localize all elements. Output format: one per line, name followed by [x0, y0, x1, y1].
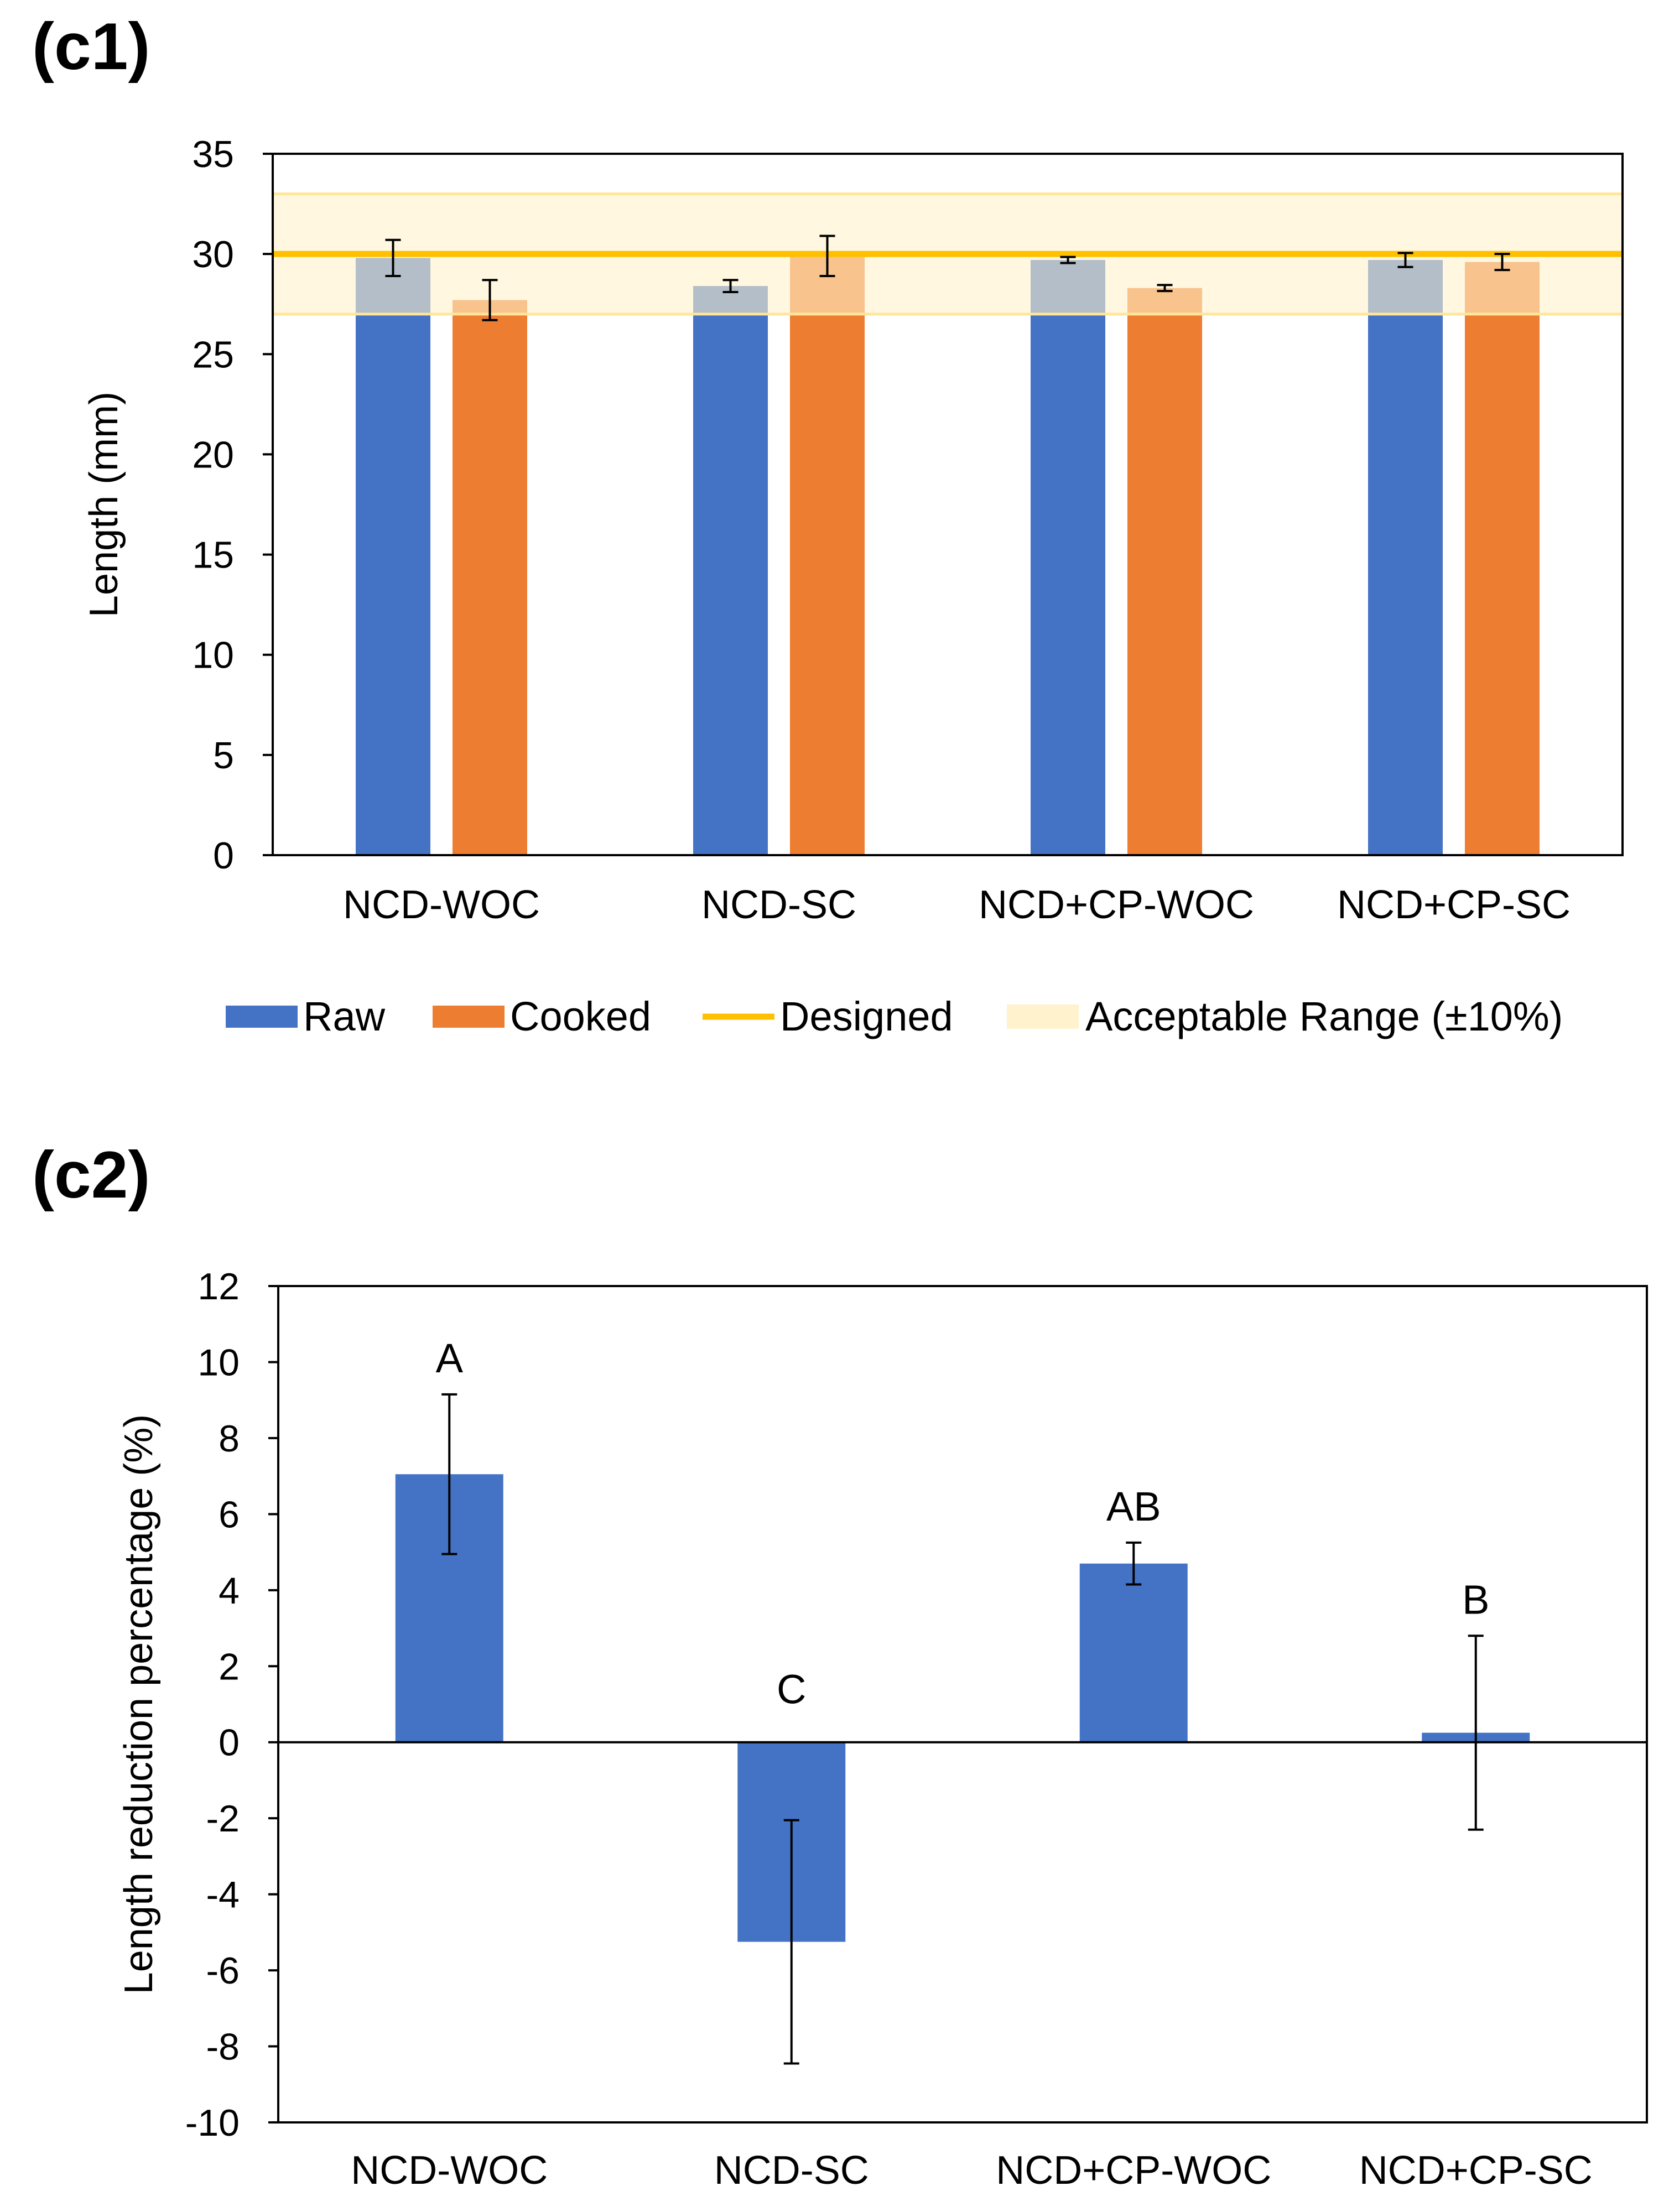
- y-tick-label-c1: 0: [213, 835, 234, 877]
- y-tick-label-c2: -6: [206, 1950, 240, 1992]
- x-tick-label-c2: NCD+CP-WOC: [996, 2148, 1271, 2193]
- bar-cooked-4: [1465, 262, 1540, 855]
- y-tick-label-c1: 35: [192, 133, 234, 175]
- y-tick-label-c2: -2: [206, 1798, 240, 1840]
- plot-frame-c2: [277, 1285, 1648, 2123]
- y-tick-label-c2: 2: [219, 1646, 240, 1688]
- y-tick-label-c1: 25: [192, 334, 234, 376]
- y-tick-label-c2: 10: [197, 1341, 240, 1383]
- y-tick-label-c2: 4: [219, 1570, 240, 1612]
- bar-cooked-3: [1127, 288, 1202, 855]
- legend-label-cooked: Cooked: [510, 993, 651, 1039]
- legend-swatch-acceptable-range: [1007, 1004, 1079, 1029]
- y-axis-label-c2: Length reduction percentage (%): [117, 1414, 161, 1995]
- bar-raw-1: [356, 258, 430, 856]
- y-tick-label-c1: 20: [192, 434, 234, 476]
- y-tick-label-c1: 5: [213, 735, 234, 777]
- legend-label-raw: Raw: [303, 993, 386, 1039]
- panel-label-c1: (c1): [32, 9, 150, 84]
- bar-length-reduction-3: [1079, 1563, 1188, 1742]
- bar-raw-2: [693, 286, 768, 855]
- y-tick-label-c2: 8: [219, 1418, 240, 1460]
- panel-label-c2: (c2): [32, 1138, 150, 1212]
- y-tick-label-c2: 6: [219, 1493, 240, 1536]
- y-tick-label-c1: 30: [192, 233, 234, 275]
- y-tick-label-c2: 12: [197, 1266, 240, 1308]
- legend-swatch-raw: [226, 1006, 298, 1028]
- bar-cooked-1: [453, 300, 527, 855]
- x-tick-label-c1: NCD+CP-SC: [1337, 883, 1571, 927]
- x-tick-label-c2: NCD-SC: [714, 2148, 869, 2193]
- bar-raw-3: [1031, 260, 1105, 855]
- significance-letter-2: C: [777, 1667, 806, 1713]
- y-tick-label-c1: 15: [192, 534, 234, 576]
- y-tick-label-c1: 10: [192, 634, 234, 676]
- x-tick-label-c1: NCD-SC: [701, 883, 856, 927]
- significance-letter-3: AB: [1106, 1484, 1161, 1529]
- x-tick-label-c1: NCD+CP-WOC: [979, 883, 1254, 927]
- legend-swatch-cooked: [433, 1006, 505, 1028]
- y-axis-label-c1: Length (mm): [82, 392, 126, 617]
- y-tick-label-c2: 0: [219, 1722, 240, 1764]
- x-tick-label-c2: NCD-WOC: [351, 2148, 548, 2193]
- x-tick-label-c1: NCD-WOC: [343, 883, 540, 927]
- significance-letter-1: A: [436, 1335, 464, 1381]
- y-tick-label-c2: -8: [206, 2026, 240, 2068]
- legend-label-acceptable-range: Acceptable Range (±10%): [1085, 993, 1563, 1039]
- legend-label-designed: Designed: [780, 993, 953, 1039]
- bar-cooked-2: [790, 256, 865, 855]
- y-tick-label-c2: -10: [185, 2102, 240, 2144]
- y-tick-label-c2: -4: [206, 1874, 240, 1916]
- x-tick-label-c2: NCD+CP-SC: [1359, 2148, 1593, 2193]
- significance-letter-4: B: [1462, 1576, 1489, 1622]
- plot-frame-c1: [272, 153, 1624, 856]
- bar-raw-4: [1368, 260, 1443, 855]
